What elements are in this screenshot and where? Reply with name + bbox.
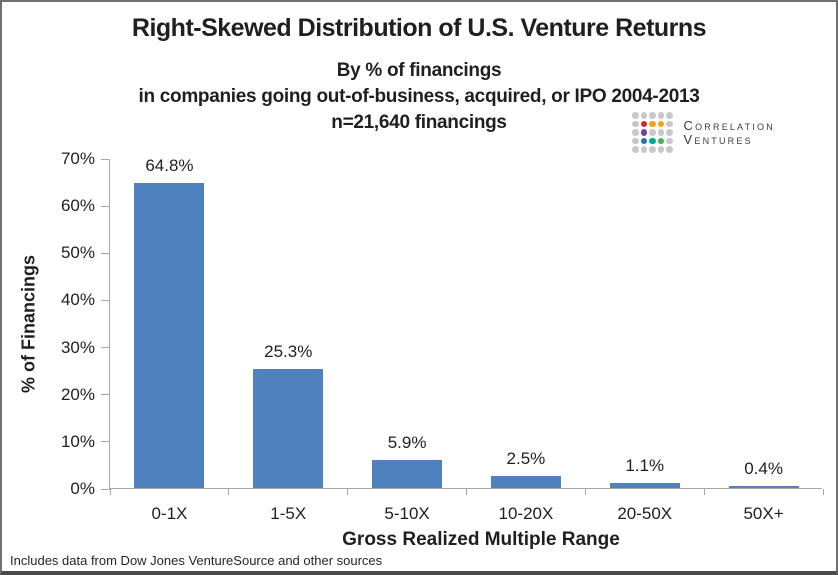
y-axis-tick xyxy=(101,394,110,396)
bar-50X+ xyxy=(728,486,799,488)
logo-dot xyxy=(632,112,639,119)
bar-value-label: 25.3% xyxy=(264,341,313,361)
bar-value-label: 1.1% xyxy=(625,455,665,475)
y-axis-tick-label: 10% xyxy=(60,431,95,451)
x-axis-tick xyxy=(347,489,349,495)
logo-dot xyxy=(657,129,664,136)
y-axis-tick xyxy=(101,158,110,160)
x-axis-category-label: 1-5X xyxy=(270,504,307,523)
bar-1-5X xyxy=(253,368,324,488)
bar-5-10X xyxy=(372,460,443,488)
y-axis-tick xyxy=(101,252,110,254)
subtitle-line-2: in companies going out-of-business, acqu… xyxy=(138,86,700,107)
logo-dot xyxy=(657,137,664,144)
source-note: Includes data from Dow Jones VentureSour… xyxy=(10,553,383,568)
logo-dots-icon xyxy=(632,112,675,155)
x-axis-category-label: 20-50X xyxy=(617,504,673,523)
logo-dot xyxy=(666,120,673,127)
logo-dot xyxy=(632,146,639,153)
logo-dot xyxy=(632,129,639,136)
bar-10-20X xyxy=(490,476,561,488)
y-axis-tick-label: 20% xyxy=(60,384,95,404)
page-title: Right-Skewed Distribution of U.S. Ventur… xyxy=(131,14,707,42)
logo-line-2: Ventures xyxy=(683,132,753,148)
y-axis-tick-label: 70% xyxy=(60,149,95,168)
bar-value-label: 2.5% xyxy=(506,449,546,469)
logo-dot xyxy=(657,120,664,127)
x-axis-tick xyxy=(584,489,586,495)
bar-value-label: 5.9% xyxy=(387,433,427,453)
subtitle-line-1: By % of financings xyxy=(336,60,502,81)
y-axis-title: % of Financings xyxy=(18,254,39,394)
y-axis-tick-label: 50% xyxy=(60,243,95,263)
logo-line-1: Correlation xyxy=(683,118,775,134)
logo-dot xyxy=(666,129,673,136)
logo-wordmark: Correlation Ventures xyxy=(684,119,775,147)
x-axis-tick xyxy=(703,489,705,495)
logo-dot xyxy=(649,146,656,153)
y-axis-tick xyxy=(101,299,110,301)
x-axis-title: Gross Realized Multiple Range xyxy=(342,529,620,550)
x-axis-tick xyxy=(109,489,111,495)
logo-dot xyxy=(640,120,647,127)
logo-dot xyxy=(649,112,656,119)
y-axis-tick-label: 30% xyxy=(60,337,95,357)
bar-value-label: 64.8% xyxy=(145,155,194,175)
logo-dot xyxy=(657,146,664,153)
logo-dot xyxy=(649,137,656,144)
y-axis-tick xyxy=(101,441,110,443)
logo-dot xyxy=(649,120,656,127)
logo-dot xyxy=(632,120,639,127)
bar-20-50X xyxy=(609,482,680,488)
logo-dot xyxy=(649,129,656,136)
logo-dot xyxy=(666,146,673,153)
logo-dot xyxy=(640,129,647,136)
x-axis-tick xyxy=(466,489,467,495)
y-axis-tick-label: 0% xyxy=(70,479,95,498)
x-axis-tick xyxy=(822,489,824,495)
y-axis-tick xyxy=(101,205,110,207)
y-axis-tick xyxy=(101,488,110,490)
correlation-ventures-logo: Correlation Ventures xyxy=(632,112,775,155)
x-axis-category-label: 0-1X xyxy=(151,504,188,523)
logo-dot xyxy=(632,137,639,144)
x-axis-category-label: 50X+ xyxy=(743,504,784,523)
x-axis-category-label: 5-10X xyxy=(384,504,430,523)
logo-dot xyxy=(657,112,664,119)
logo-dot xyxy=(666,137,673,144)
y-axis-tick-label: 60% xyxy=(60,196,95,216)
x-axis-tick xyxy=(228,489,230,495)
bar-0-1X xyxy=(134,182,205,488)
plot-area: 0% 10% 20% 30% 40% 50% 60% 70% 64.8% 0-1X 25.3% 1-5… xyxy=(61,149,824,523)
y-axis-tick-label: 40% xyxy=(60,290,95,310)
bar-value-label: 0.4% xyxy=(744,459,783,479)
logo-dot xyxy=(640,146,647,153)
logo-dot xyxy=(640,137,647,144)
x-axis-category-label: 10-20X xyxy=(498,504,554,523)
logo-dot xyxy=(666,112,673,119)
y-axis-tick xyxy=(101,347,110,349)
subtitle-line-3: n=21,640 financings xyxy=(331,112,507,133)
logo-dot xyxy=(640,112,647,119)
